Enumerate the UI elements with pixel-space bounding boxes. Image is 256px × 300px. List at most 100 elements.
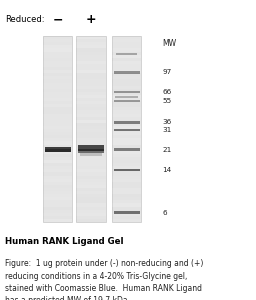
Bar	[112, 101, 141, 104]
Bar	[43, 92, 72, 95]
Bar	[43, 67, 72, 70]
Text: MW: MW	[163, 39, 177, 48]
Bar	[114, 212, 140, 214]
Bar	[43, 185, 72, 188]
Bar	[43, 52, 72, 55]
Text: 31: 31	[163, 127, 172, 133]
Bar	[112, 145, 141, 148]
Bar	[76, 61, 105, 64]
Bar	[43, 213, 72, 216]
Bar	[76, 210, 105, 213]
Bar	[112, 163, 141, 166]
Bar	[76, 197, 105, 200]
Bar	[112, 36, 141, 222]
Bar	[76, 182, 105, 185]
Bar	[43, 98, 72, 101]
Bar	[43, 163, 72, 166]
Bar	[76, 52, 105, 55]
Bar	[43, 191, 72, 194]
Bar	[43, 113, 72, 117]
Bar	[43, 197, 72, 200]
Bar	[112, 138, 141, 141]
Bar	[114, 100, 140, 102]
Bar	[76, 123, 105, 126]
Bar	[112, 206, 141, 210]
Bar	[114, 148, 140, 151]
Bar	[43, 219, 72, 222]
Bar	[76, 126, 105, 129]
Bar	[43, 182, 72, 185]
Bar	[76, 216, 105, 219]
Bar	[43, 151, 72, 154]
Bar	[76, 48, 105, 52]
Bar	[112, 188, 141, 191]
Text: Figure:  1 ug protein under (-) non-reducing and (+)
reducing conditions in a 4-: Figure: 1 ug protein under (-) non-reduc…	[5, 260, 204, 300]
Bar	[43, 132, 72, 135]
Bar	[43, 61, 72, 64]
Bar	[76, 191, 105, 194]
Bar	[76, 178, 105, 182]
Bar	[76, 200, 105, 203]
Bar	[76, 166, 105, 169]
Bar	[112, 154, 141, 157]
Bar	[76, 39, 105, 42]
Bar	[43, 82, 72, 85]
Bar	[43, 160, 72, 163]
Bar	[112, 82, 141, 85]
Bar	[43, 154, 72, 157]
Bar	[112, 219, 141, 222]
Bar	[76, 194, 105, 197]
Bar	[43, 178, 72, 182]
Bar	[76, 176, 105, 178]
Bar	[76, 185, 105, 188]
Text: Human RANK Ligand Gel: Human RANK Ligand Gel	[5, 237, 124, 246]
Bar	[76, 80, 105, 82]
Bar	[112, 58, 141, 61]
Text: 97: 97	[163, 70, 172, 76]
Bar	[76, 213, 105, 216]
Bar	[76, 120, 105, 123]
Bar	[43, 129, 72, 132]
Bar	[114, 121, 140, 124]
Bar	[76, 151, 105, 154]
Bar	[112, 132, 141, 135]
Bar	[112, 120, 141, 123]
Bar	[43, 48, 72, 52]
Bar	[76, 70, 105, 73]
Bar	[112, 123, 141, 126]
Bar	[112, 176, 141, 178]
Bar	[43, 95, 72, 98]
Bar	[112, 42, 141, 45]
Bar	[76, 98, 105, 101]
Bar	[76, 132, 105, 135]
Bar	[112, 203, 141, 206]
Bar	[76, 148, 105, 151]
Bar	[45, 147, 71, 152]
Bar	[78, 146, 104, 152]
Bar	[76, 58, 105, 61]
Bar	[76, 135, 105, 138]
Bar	[76, 138, 105, 141]
Bar	[112, 104, 141, 107]
Text: 14: 14	[163, 167, 172, 173]
Bar	[76, 129, 105, 132]
Bar	[76, 117, 105, 120]
Bar	[112, 194, 141, 197]
Bar	[112, 151, 141, 154]
Bar	[112, 98, 141, 101]
Bar	[45, 149, 71, 152]
Bar	[76, 160, 105, 163]
Bar	[112, 126, 141, 129]
Bar	[76, 82, 105, 85]
Bar	[76, 110, 105, 113]
Bar	[76, 55, 105, 58]
Bar	[112, 178, 141, 182]
Bar	[112, 185, 141, 188]
Bar	[76, 188, 105, 191]
Text: 55: 55	[163, 98, 172, 104]
Bar	[43, 194, 72, 197]
Bar	[112, 191, 141, 194]
Bar	[43, 73, 72, 76]
Bar	[43, 188, 72, 191]
Bar	[112, 76, 141, 80]
